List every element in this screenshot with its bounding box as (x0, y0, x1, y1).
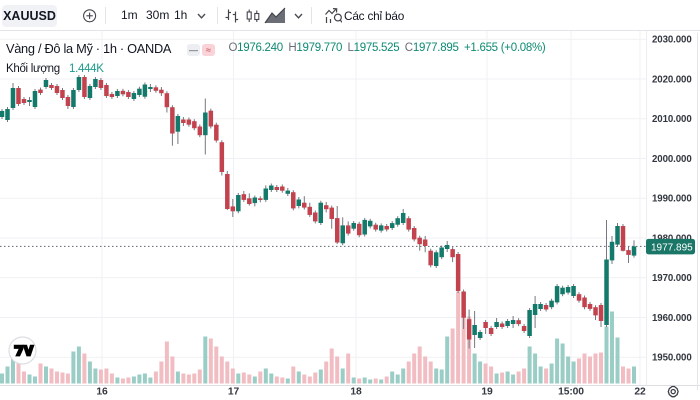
svg-text:19: 19 (481, 387, 493, 398)
svg-text:15:00: 15:00 (558, 387, 584, 398)
svg-text:16: 16 (96, 387, 108, 398)
svg-text:17: 17 (228, 387, 240, 398)
svg-text:1970.000: 1970.000 (652, 273, 692, 284)
svg-text:2000.000: 2000.000 (652, 154, 692, 165)
svg-text:1960.000: 1960.000 (652, 313, 692, 324)
svg-text:2010.000: 2010.000 (652, 114, 692, 125)
svg-text:22: 22 (634, 387, 646, 398)
svg-text:1977.895: 1977.895 (651, 242, 693, 253)
svg-text:1990.000: 1990.000 (652, 194, 692, 205)
svg-text:1950.000: 1950.000 (652, 353, 692, 364)
svg-text:2020.000: 2020.000 (652, 74, 692, 85)
svg-text:18: 18 (350, 387, 362, 398)
svg-text:2030.000: 2030.000 (652, 35, 692, 46)
